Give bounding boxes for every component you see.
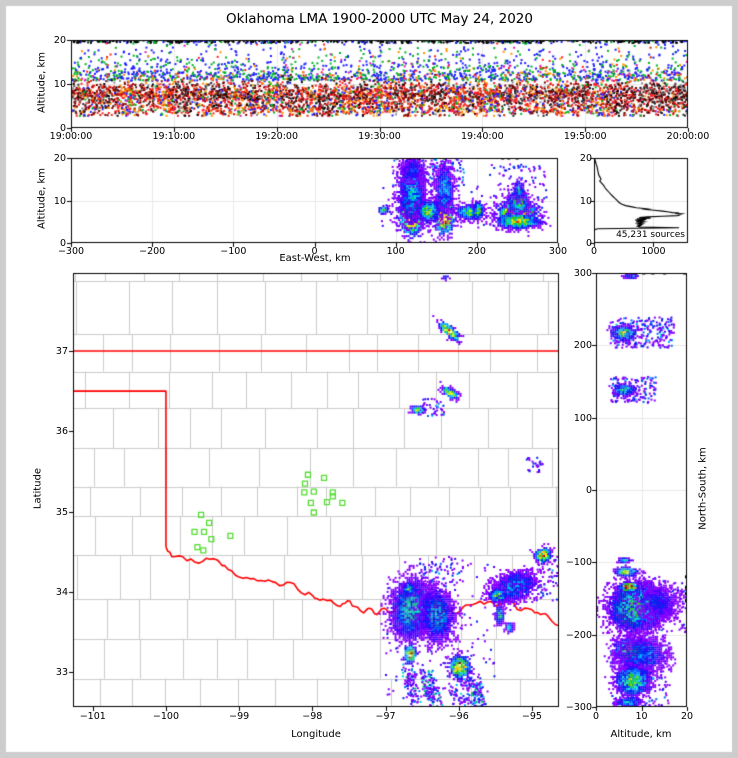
tick-label: 35 xyxy=(55,506,68,518)
map-xlabel: Longitude xyxy=(291,729,341,740)
tick-label: −100 xyxy=(220,246,247,257)
tick-label: 19:30:00 xyxy=(358,131,401,142)
tick-label: 34 xyxy=(55,587,68,599)
tick-label: −96 xyxy=(448,711,469,722)
tick-label: 20 xyxy=(53,35,66,46)
tick-label: 19:10:00 xyxy=(152,131,196,142)
tick-label: 0 xyxy=(585,238,592,249)
tick-label: 200 xyxy=(467,246,486,257)
tick-label: −200 xyxy=(565,629,592,641)
tick-label: 10 xyxy=(635,711,648,722)
tick-label: 0 xyxy=(311,246,318,257)
tick-label: −98 xyxy=(302,711,323,722)
tick-label: 20:00:00 xyxy=(666,131,710,142)
tick-label: 36 xyxy=(55,426,68,438)
tick-label: 100 xyxy=(573,412,592,424)
tick-label: 20 xyxy=(680,711,694,722)
tick-label: 300 xyxy=(573,268,592,279)
tick-label: −101 xyxy=(79,711,106,722)
tick-label: 0 xyxy=(585,485,592,496)
tick-label: −100 xyxy=(152,711,179,722)
tick-label: −95 xyxy=(521,711,542,722)
tick-label: 0 xyxy=(59,238,66,249)
tick-label: −100 xyxy=(565,557,592,569)
tick-label: 0 xyxy=(592,711,600,722)
ns-panel-ylabel: North-South, km xyxy=(697,447,709,530)
tick-label: 20 xyxy=(579,153,592,164)
tick-label: −97 xyxy=(375,711,396,722)
tick-label: 20 xyxy=(53,153,66,164)
tick-label: 300 xyxy=(548,246,568,257)
tick-label: 19:40:00 xyxy=(460,131,504,142)
tick-label: 19:50:00 xyxy=(563,131,607,142)
tick-label: 33 xyxy=(55,667,68,679)
tick-label: −300 xyxy=(57,246,85,257)
tick-label: 19:00:00 xyxy=(49,131,93,142)
tick-label: 37 xyxy=(55,345,68,357)
map-ylabel: Latitude xyxy=(32,467,44,510)
tick-label: 1000 xyxy=(641,246,666,257)
source-count-annotation: 45,231 sources xyxy=(616,230,685,240)
ns-panel-xlabel: Altitude, km xyxy=(610,729,672,740)
tick-label: 0 xyxy=(590,246,598,257)
tick-label: 10 xyxy=(53,195,66,207)
tick-label: 19:20:00 xyxy=(255,131,298,142)
tick-label: 10 xyxy=(53,79,66,90)
page-title: Oklahoma LMA 1900-2000 UTC May 24, 2020 xyxy=(226,11,533,27)
tick-label: 10 xyxy=(579,195,592,207)
tick-label: 0 xyxy=(59,123,66,134)
tick-label: −99 xyxy=(229,711,250,722)
ew-panel-xlabel: East-West, km xyxy=(279,253,351,264)
tick-label: −300 xyxy=(565,702,592,713)
tick-label: 200 xyxy=(573,340,592,352)
tick-label: 100 xyxy=(386,246,405,257)
tick-label: −200 xyxy=(139,246,166,257)
